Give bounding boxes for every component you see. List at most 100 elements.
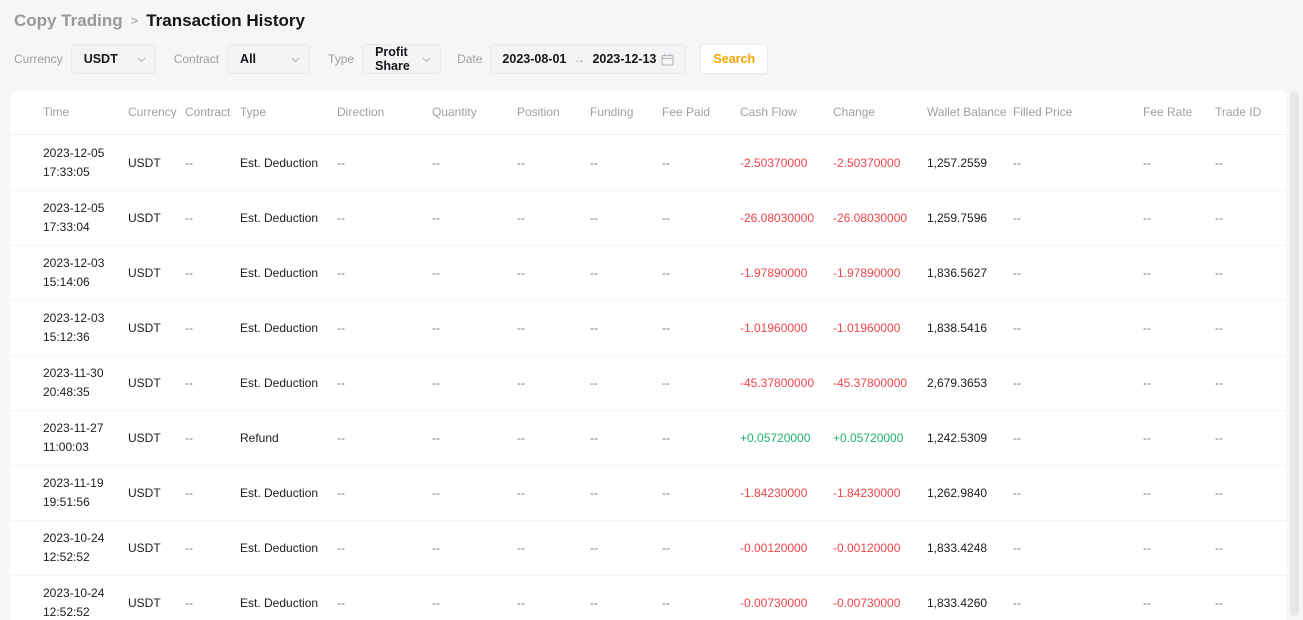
column-header-cash-flow: Cash Flow — [740, 105, 797, 119]
cell-quantity: -- — [432, 321, 440, 335]
cell-fee-paid: -- — [662, 321, 670, 335]
cell-currency: USDT — [128, 266, 161, 280]
column-header-filled-price: Filled Price — [1013, 105, 1073, 119]
column-header-change: Change — [833, 105, 876, 119]
cell-direction: -- — [337, 541, 345, 555]
cell-fee-rate: -- — [1143, 211, 1151, 225]
page-title: Transaction History — [146, 11, 305, 30]
chevron-down-icon — [422, 55, 431, 64]
cell-contract: -- — [185, 321, 193, 335]
cell-filled-price: -- — [1013, 321, 1021, 335]
filter-bar: Currency USDT Contract All Type Profit S… — [14, 44, 1303, 74]
cell-filled-price: -- — [1013, 431, 1021, 445]
date-to-value[interactable]: 2023-12-13 — [592, 52, 657, 66]
table-body: 2023-12-05 17:33:05 USDT -- Est. Deducti… — [10, 135, 1287, 620]
cell-change: -45.37800000 — [833, 376, 908, 390]
cell-fee-paid: -- — [662, 376, 670, 390]
cell-cash-flow: -0.00120000 — [740, 541, 808, 555]
cell-funding: -- — [590, 486, 598, 500]
cell-type: Est. Deduction — [240, 155, 319, 170]
contract-filter-select[interactable]: All — [227, 44, 311, 74]
type-filter-value: Profit Share — [375, 45, 410, 73]
cell-quantity: -- — [432, 266, 440, 280]
column-header-funding: Funding — [590, 105, 634, 119]
cell-wallet-balance: 1,836.5627 — [927, 266, 988, 280]
cell-cash-flow: -0.00730000 — [740, 596, 808, 610]
cell-time: 2023-12-05 17:33:05 — [43, 145, 105, 179]
cell-fee-paid: -- — [662, 596, 670, 610]
cell-currency: USDT — [128, 211, 161, 225]
type-filter-label: Type — [328, 52, 355, 66]
cell-quantity: -- — [432, 431, 440, 445]
column-header-quantity: Quantity — [432, 105, 477, 119]
cell-direction: -- — [337, 486, 345, 500]
cell-position: -- — [517, 486, 525, 500]
cell-wallet-balance: 1,838.5416 — [927, 321, 988, 335]
cell-direction: -- — [337, 596, 345, 610]
column-header-trade-id: Trade ID — [1215, 105, 1262, 119]
cell-change: -1.84230000 — [833, 486, 901, 500]
cell-type: Est. Deduction — [240, 376, 319, 390]
cell-currency: USDT — [128, 596, 161, 610]
calendar-icon[interactable] — [661, 53, 674, 66]
cell-wallet-balance: 1,259.7596 — [927, 211, 988, 225]
cell-trade-id: -- — [1215, 486, 1223, 500]
cell-wallet-balance: 1,257.2559 — [927, 155, 988, 170]
scrollbar-thumb[interactable] — [1290, 92, 1299, 616]
currency-filter-select[interactable]: USDT — [70, 44, 156, 74]
cell-filled-price: -- — [1013, 596, 1021, 610]
chevron-down-icon — [291, 55, 300, 64]
search-button[interactable]: Search — [700, 44, 769, 74]
cell-fee-rate: -- — [1143, 486, 1151, 500]
cell-direction: -- — [337, 376, 345, 390]
cell-funding: -- — [590, 541, 598, 555]
cell-contract: -- — [185, 431, 193, 445]
cell-fee-rate: -- — [1143, 596, 1151, 610]
cell-contract: -- — [185, 486, 193, 500]
cell-wallet-balance: 2,679.3653 — [927, 376, 988, 390]
cell-quantity: -- — [432, 486, 440, 500]
cell-direction: -- — [337, 211, 345, 225]
cell-currency: USDT — [128, 541, 161, 555]
cell-filled-price: -- — [1013, 486, 1021, 500]
cell-contract: -- — [185, 211, 193, 225]
cell-quantity: -- — [432, 211, 440, 225]
table-row: 2023-10-24 12:52:52 USDT -- Est. Deducti… — [10, 575, 1287, 620]
column-header-time: Time — [43, 105, 70, 119]
cell-fee-rate: -- — [1143, 376, 1151, 390]
table-row: 2023-12-05 17:33:04 USDT -- Est. Deducti… — [10, 190, 1287, 245]
cell-currency: USDT — [128, 486, 161, 500]
cell-filled-price: -- — [1013, 376, 1021, 390]
breadcrumb-copy-trading[interactable]: Copy Trading — [14, 11, 123, 30]
cell-direction: -- — [337, 431, 345, 445]
cell-contract: -- — [185, 596, 193, 610]
cell-type: Est. Deduction — [240, 321, 319, 335]
cell-cash-flow: -1.01960000 — [740, 321, 808, 335]
cell-funding: -- — [590, 596, 598, 610]
cell-contract: -- — [185, 541, 193, 555]
cell-time: 2023-12-03 15:14:06 — [43, 256, 105, 289]
table-row: 2023-11-19 19:51:56 USDT -- Est. Deducti… — [10, 465, 1287, 520]
cell-wallet-balance: 1,833.4248 — [927, 541, 988, 555]
date-from-value[interactable]: 2023-08-01 — [502, 52, 567, 66]
cell-contract: -- — [185, 155, 193, 170]
cell-position: -- — [517, 376, 525, 390]
cell-time: 2023-11-19 19:51:56 — [43, 476, 104, 509]
cell-position: -- — [517, 431, 525, 445]
cell-fee-rate: -- — [1143, 321, 1151, 335]
date-range-picker[interactable]: 2023-08-01 → 2023-12-13 — [490, 44, 687, 74]
cell-type: Est. Deduction — [240, 486, 319, 500]
cell-trade-id: -- — [1215, 266, 1223, 280]
cell-time: 2023-11-30 20:48:35 — [43, 366, 104, 399]
cell-trade-id: -- — [1215, 431, 1223, 445]
cell-time: 2023-10-24 12:52:52 — [43, 531, 105, 564]
cell-fee-paid: -- — [662, 211, 670, 225]
cell-type: Est. Deduction — [240, 596, 319, 610]
contract-filter-value: All — [240, 52, 257, 66]
cell-currency: USDT — [128, 376, 161, 390]
cell-filled-price: -- — [1013, 266, 1021, 280]
breadcrumb-separator: > — [130, 13, 139, 28]
type-filter-select[interactable]: Profit Share — [362, 44, 442, 74]
cell-change: -1.01960000 — [833, 321, 901, 335]
table-row: 2023-12-05 17:33:05 USDT -- Est. Deducti… — [10, 135, 1287, 190]
